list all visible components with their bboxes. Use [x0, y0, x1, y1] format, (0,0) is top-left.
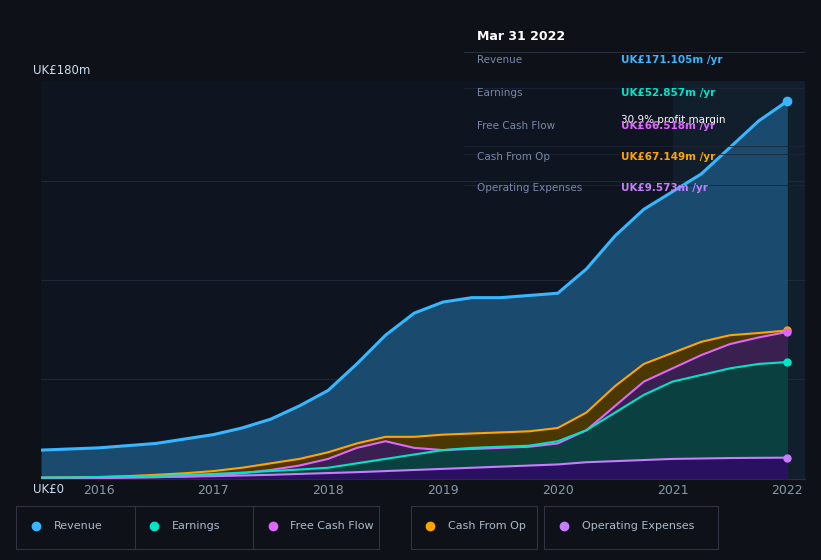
Text: 30.9% profit margin: 30.9% profit margin	[621, 115, 725, 125]
Text: UK£66.518m /yr: UK£66.518m /yr	[621, 121, 715, 131]
Text: Free Cash Flow: Free Cash Flow	[478, 121, 556, 131]
Text: UK£52.857m /yr: UK£52.857m /yr	[621, 88, 715, 99]
Bar	[672, 81, 805, 479]
Text: Cash From Op: Cash From Op	[478, 152, 551, 162]
Text: Revenue: Revenue	[478, 55, 523, 66]
FancyBboxPatch shape	[135, 506, 261, 549]
FancyBboxPatch shape	[410, 506, 537, 549]
Text: Operating Expenses: Operating Expenses	[581, 521, 694, 531]
Text: Mar 31 2022: Mar 31 2022	[478, 30, 566, 43]
Text: UK£0: UK£0	[34, 483, 64, 496]
Text: Operating Expenses: Operating Expenses	[478, 183, 583, 193]
Text: UK£9.573m /yr: UK£9.573m /yr	[621, 183, 708, 193]
FancyBboxPatch shape	[544, 506, 718, 549]
Text: Free Cash Flow: Free Cash Flow	[290, 521, 374, 531]
Text: Earnings: Earnings	[172, 521, 220, 531]
Text: UK£67.149m /yr: UK£67.149m /yr	[621, 152, 715, 162]
Text: UK£171.105m /yr: UK£171.105m /yr	[621, 55, 722, 66]
Text: Cash From Op: Cash From Op	[447, 521, 525, 531]
Text: UK£180m: UK£180m	[34, 64, 91, 77]
FancyBboxPatch shape	[16, 506, 143, 549]
FancyBboxPatch shape	[253, 506, 379, 549]
Text: Revenue: Revenue	[53, 521, 102, 531]
Text: Earnings: Earnings	[478, 88, 523, 99]
